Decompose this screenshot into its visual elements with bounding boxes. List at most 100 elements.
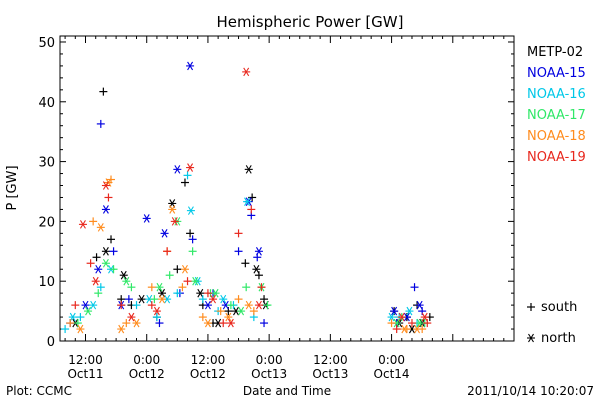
x-tick-sublabel: Oct12	[129, 367, 165, 381]
star-stroke	[169, 205, 176, 214]
south-point	[407, 319, 416, 328]
star-stroke	[253, 264, 260, 274]
star-stroke	[409, 324, 415, 334]
y-axis-label: P [GW]	[5, 165, 20, 210]
x-tick-label: 0:00	[378, 353, 405, 367]
star-stroke	[133, 318, 140, 328]
south-point	[242, 283, 251, 292]
north-point	[91, 276, 100, 286]
y-tick-label: 20	[38, 215, 55, 230]
star-stroke	[403, 312, 410, 322]
south-point	[124, 295, 133, 304]
star-stroke	[197, 288, 204, 298]
legend-entry: NOAA-17	[527, 108, 586, 123]
south-point	[155, 319, 164, 328]
north-point	[78, 220, 87, 229]
star-stroke	[120, 270, 127, 280]
star-stroke	[164, 294, 171, 304]
south-point	[178, 283, 187, 292]
star-stroke	[153, 306, 160, 316]
south-point	[99, 87, 108, 96]
south-point	[234, 229, 243, 238]
north-point	[400, 324, 409, 334]
y-tick-label: 50	[38, 36, 55, 51]
star-stroke	[146, 294, 153, 304]
star-stroke	[102, 205, 109, 214]
star-stroke	[156, 282, 163, 292]
plot-frame	[59, 35, 515, 342]
north-point	[155, 282, 164, 292]
star-stroke	[187, 206, 194, 215]
star-stroke	[416, 300, 423, 310]
north-point	[242, 67, 251, 77]
south-point	[165, 271, 174, 280]
north-point	[168, 205, 177, 214]
south-point	[186, 229, 195, 238]
star-stroke	[187, 61, 194, 71]
south-point	[203, 289, 212, 298]
legend-entry: NOAA-18	[527, 129, 586, 144]
star-stroke	[123, 276, 130, 286]
north-point	[180, 264, 189, 274]
north-point	[244, 165, 253, 174]
south-point	[234, 247, 243, 256]
y-tick-label: 40	[38, 96, 55, 111]
star-stroke	[255, 300, 262, 310]
north-point	[196, 288, 205, 298]
south-point	[216, 307, 225, 316]
north-point	[209, 294, 218, 304]
series-noaa-16	[61, 171, 422, 334]
south-point	[263, 301, 272, 310]
star-stroke	[416, 318, 423, 328]
star-stroke	[128, 312, 135, 322]
north-point	[84, 306, 93, 316]
star-stroke	[391, 306, 398, 316]
north-point	[168, 199, 177, 208]
star-stroke	[244, 197, 251, 206]
marker-legend-north: north	[527, 331, 576, 346]
north-point	[527, 333, 535, 343]
star-stroke	[187, 163, 194, 172]
north-point	[415, 300, 424, 310]
marker-legend: south north	[527, 300, 577, 346]
y-axis: 0 10 20 30 40 50	[38, 36, 514, 350]
star-stroke	[82, 300, 89, 310]
star-stroke	[222, 300, 229, 310]
marker-legend-label: north	[541, 331, 576, 346]
north-point	[89, 300, 98, 310]
south-point	[183, 277, 192, 286]
north-point	[387, 312, 396, 322]
south-point	[247, 205, 256, 214]
x-tick-sublabel: Oct13	[312, 367, 348, 381]
north-point	[415, 318, 424, 328]
south-point	[94, 289, 103, 298]
legend-entry: NOAA-16	[527, 87, 586, 102]
star-stroke	[220, 294, 227, 304]
star-stroke	[102, 247, 109, 256]
south-point	[132, 301, 141, 310]
north-point	[81, 300, 90, 310]
south-point	[392, 325, 401, 334]
north-point	[211, 288, 220, 298]
south-point	[96, 283, 105, 292]
north-point	[152, 306, 161, 316]
star-stroke	[143, 214, 150, 223]
north-point	[243, 197, 252, 206]
star-stroke	[204, 300, 211, 310]
north-point	[397, 312, 406, 322]
star-stroke	[118, 324, 125, 334]
series-noaa-19	[71, 67, 432, 334]
star-stroke	[393, 318, 400, 328]
south-point	[86, 259, 95, 268]
star-stroke	[174, 165, 181, 174]
north-point	[127, 312, 136, 322]
north-point	[254, 300, 263, 310]
south-point	[89, 217, 98, 226]
south-point	[152, 313, 161, 322]
south-point	[127, 283, 136, 292]
north-point	[137, 294, 146, 304]
north-point	[122, 276, 131, 286]
north-point	[160, 229, 169, 238]
south-point	[92, 253, 101, 262]
